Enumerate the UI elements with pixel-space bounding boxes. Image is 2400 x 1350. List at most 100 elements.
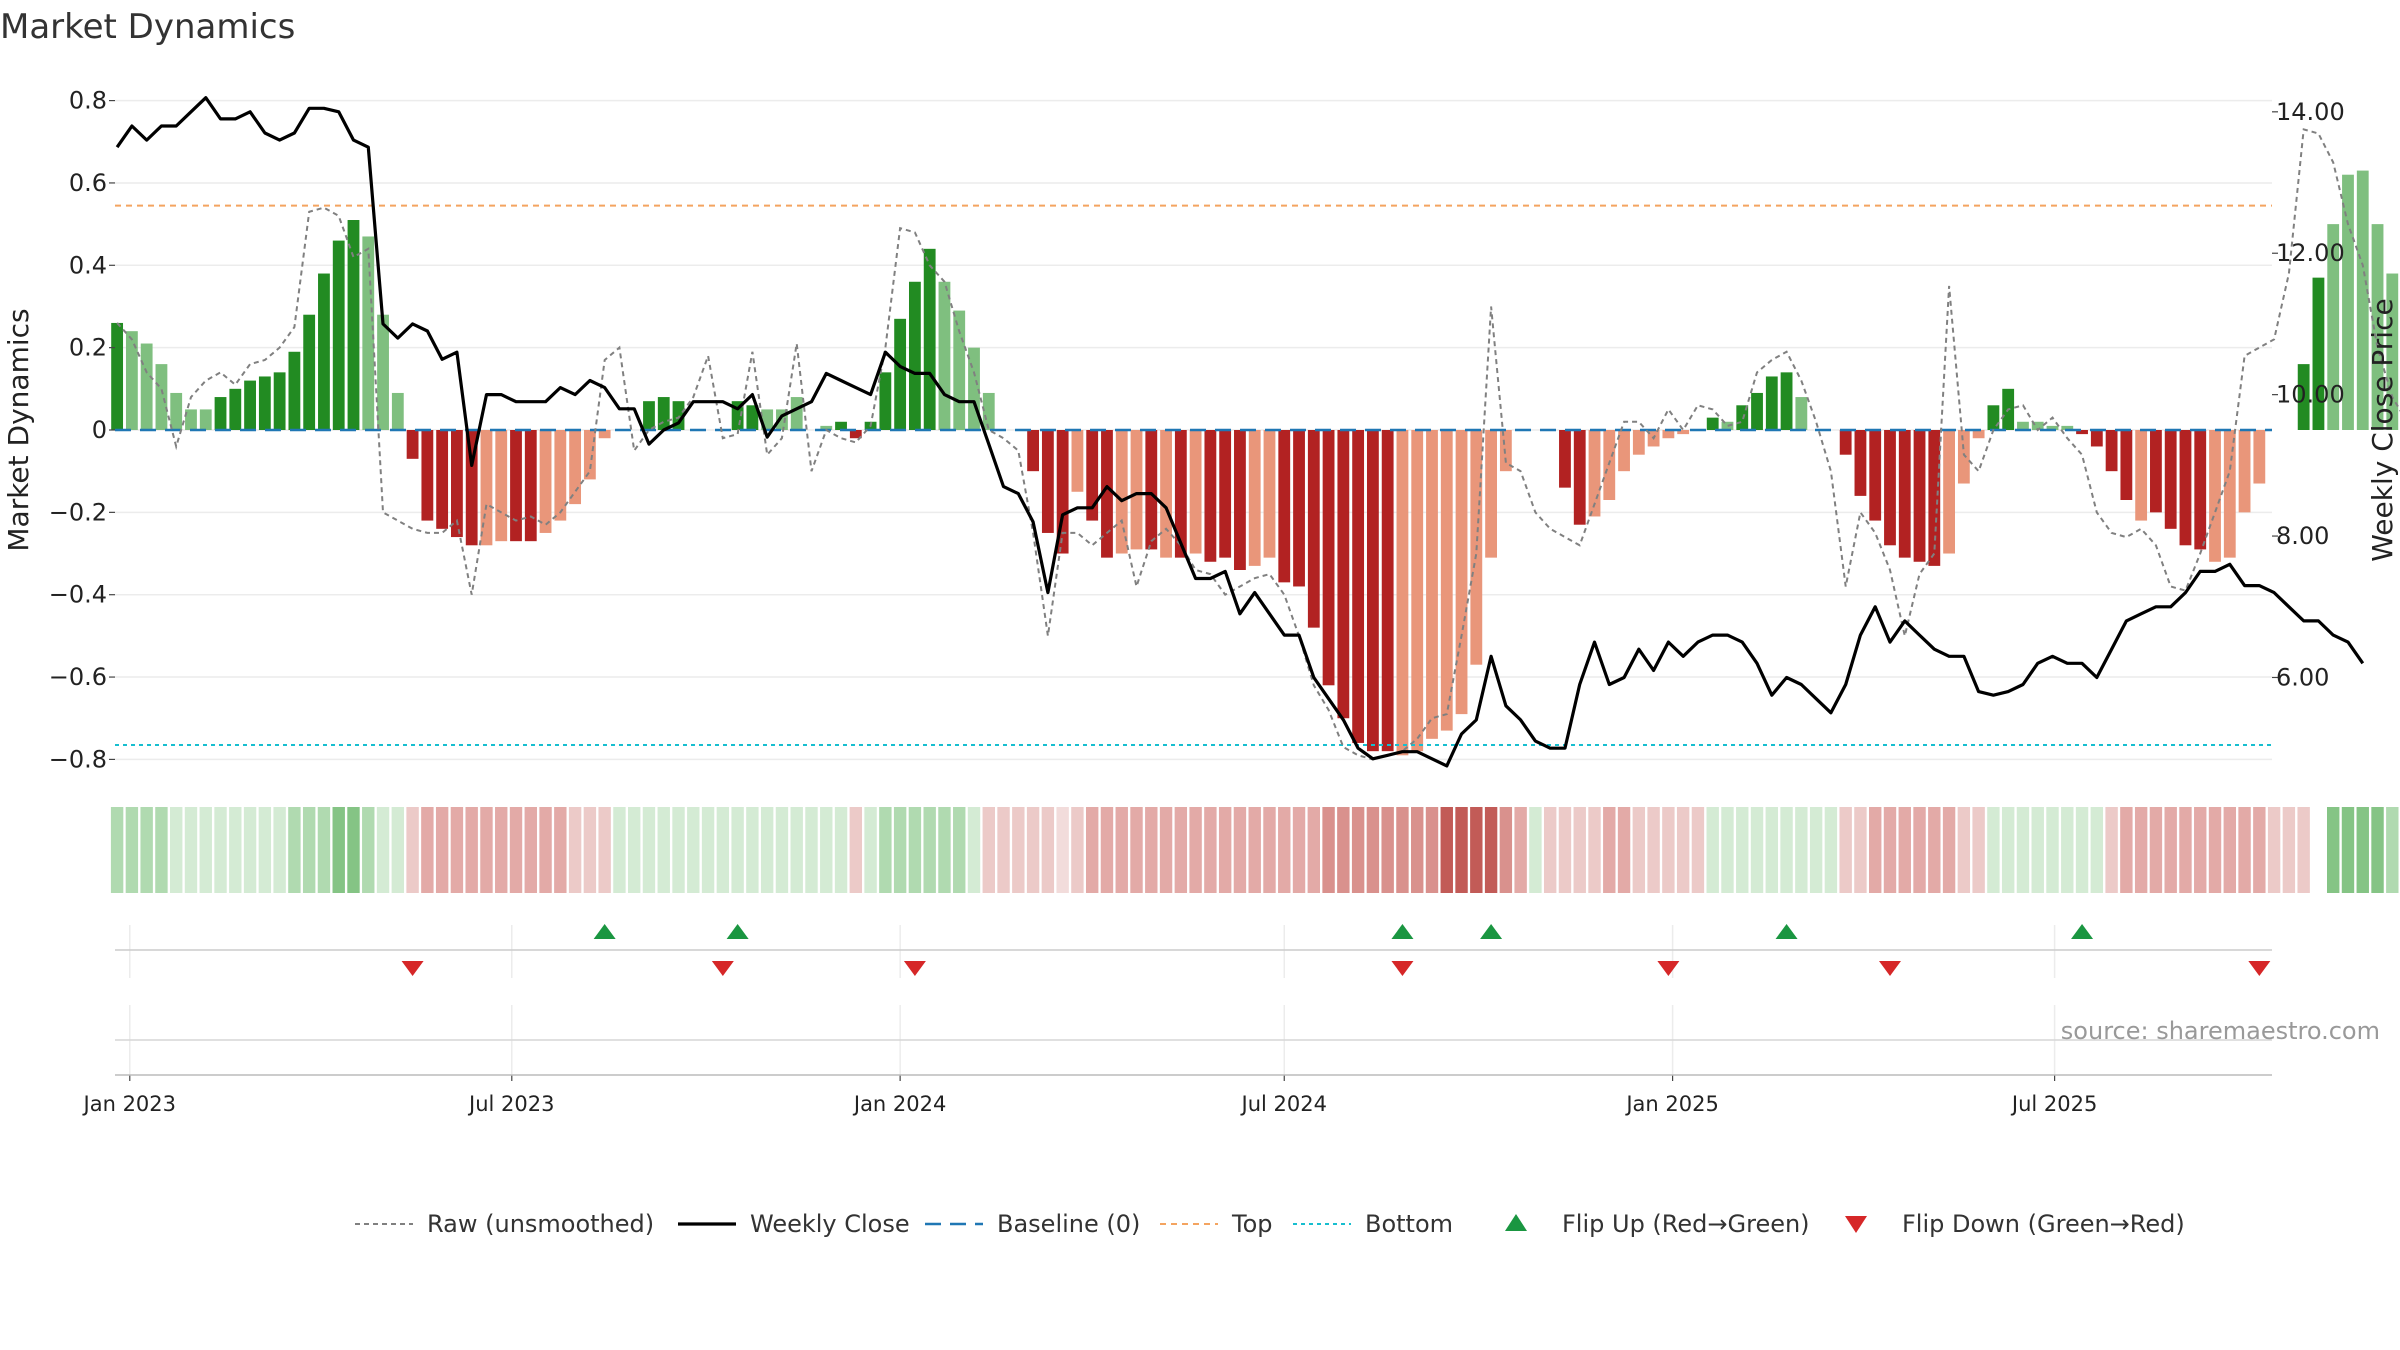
heat-cell <box>1780 807 1793 893</box>
dynamics-bar <box>185 409 197 430</box>
heat-cell <box>938 807 951 893</box>
dynamics-bar <box>894 318 907 430</box>
heat-cell <box>110 807 124 893</box>
heat-cell <box>2031 807 2044 893</box>
axes: 0.8 0.6 0.4 0.2 0 −0.2 −0.4 −0.6 −0.8 14.00 12.00 1… <box>2 87 2399 1116</box>
heat-cell <box>391 807 405 893</box>
dynamics-bar <box>2342 174 2354 430</box>
dynamics-bar <box>451 430 463 538</box>
heat-cell <box>1957 807 1971 893</box>
heat-cell <box>1174 807 1188 893</box>
heat-cell <box>716 807 730 893</box>
heat-cell <box>421 807 434 893</box>
heat-cell <box>2253 807 2266 893</box>
heat-cell <box>1071 807 1084 893</box>
dynamics-bar <box>406 430 419 459</box>
heat-cell <box>746 807 759 893</box>
heat-cell <box>1928 807 1941 893</box>
flip-up-marker <box>1391 924 1414 939</box>
dynamics-bar <box>2076 430 2088 435</box>
heat-cell <box>1100 807 1114 893</box>
dynamics-bar <box>258 376 271 430</box>
heat-cell <box>1987 807 2000 893</box>
dynamics-bar <box>2223 430 2236 558</box>
heat-cell <box>1617 807 1631 893</box>
dynamics-bar <box>1189 430 1202 554</box>
dynamics-bar <box>1278 430 1291 583</box>
heat-cell <box>775 807 789 893</box>
dynamics-bar <box>155 364 168 430</box>
flip-down-marker <box>1657 961 1680 976</box>
heat-cell <box>1026 807 1040 893</box>
heat-cell <box>539 807 552 893</box>
dynamics-bar <box>1337 430 1350 719</box>
heat-cell <box>480 807 493 893</box>
heat-cell <box>1337 807 1350 893</box>
dynamics-bar <box>273 372 286 430</box>
x-tick-label: Jul 2023 <box>467 1092 554 1116</box>
heat-cell <box>1691 807 1705 893</box>
heat-cell <box>568 807 582 893</box>
dynamics-bar <box>1027 430 1040 472</box>
heat-cell <box>1765 807 1779 893</box>
dynamics-bar <box>1632 430 1645 455</box>
flip-up-marker <box>2071 924 2094 939</box>
heat-cell <box>214 807 227 893</box>
legend-raw-entry: Raw (unsmoothed) <box>355 1210 654 1238</box>
dynamics-bar <box>2105 430 2118 472</box>
heat-cell <box>1233 807 1247 893</box>
dynamics-bar <box>1071 430 1084 492</box>
heat-cell <box>790 807 803 893</box>
heat-cell <box>1351 807 1365 893</box>
heat-cell <box>2090 807 2104 893</box>
dynamics-bar <box>1160 430 1172 558</box>
dynamics-bar <box>1381 430 1394 752</box>
dynamics-bar <box>2312 277 2325 430</box>
flip-up-marker <box>593 924 616 939</box>
legend-top-entry: Top <box>1160 1210 1273 1238</box>
flip-up-marker <box>1775 924 1798 939</box>
dynamics-bar <box>288 351 301 430</box>
dynamics-bar <box>1913 430 1926 562</box>
legend: Raw (unsmoothed) Weekly Close Baseline (0)… <box>355 1210 2185 1238</box>
y-tick-label: 0.4 <box>69 251 107 279</box>
heat-cell <box>1263 807 1276 893</box>
heat-cell <box>687 807 700 893</box>
dynamics-bar <box>2046 425 2059 430</box>
heat-cell <box>1292 807 1306 893</box>
heat-cell <box>1159 807 1173 893</box>
dynamics-bar <box>199 409 212 430</box>
dynamics-bar <box>2017 421 2029 430</box>
heat-cell <box>1854 807 1867 893</box>
y-tick-label: 0 <box>92 416 107 444</box>
y2-tick-label: 10.00 <box>2276 381 2345 409</box>
y-tick-label: 0.2 <box>69 334 107 362</box>
heat-cell <box>2223 807 2236 893</box>
heat-cell <box>805 807 818 893</box>
heat-cell <box>199 807 212 893</box>
legend-flip_up-swatch <box>1505 1214 1527 1231</box>
heat-cell <box>672 807 685 893</box>
heat-cell <box>1041 807 1055 893</box>
heat-cell <box>583 807 597 893</box>
heat-cell <box>184 807 198 893</box>
dynamics-bar <box>938 281 951 430</box>
heat-cell <box>1145 807 1158 893</box>
heat-cell <box>1647 807 1660 893</box>
dynamics-bar <box>362 236 375 430</box>
legend-flip_up-entry: Flip Up (Red→Green) <box>1505 1210 1810 1238</box>
flip-panel <box>115 924 2272 976</box>
flip-down-marker <box>401 961 424 976</box>
dynamics-bar <box>1263 430 1276 558</box>
dynamics-bar <box>1219 430 1232 558</box>
dynamics-bar <box>672 401 685 430</box>
heat-cell <box>598 807 611 893</box>
flip-up-marker <box>726 924 749 939</box>
heat-cell <box>1411 807 1424 893</box>
dynamics-bar <box>1573 430 1586 525</box>
heat-cell <box>1632 807 1646 893</box>
heat-cell <box>1218 807 1232 893</box>
heat-cell <box>1115 807 1128 893</box>
dynamics-bar <box>1662 430 1675 439</box>
heat-cell <box>524 807 537 893</box>
